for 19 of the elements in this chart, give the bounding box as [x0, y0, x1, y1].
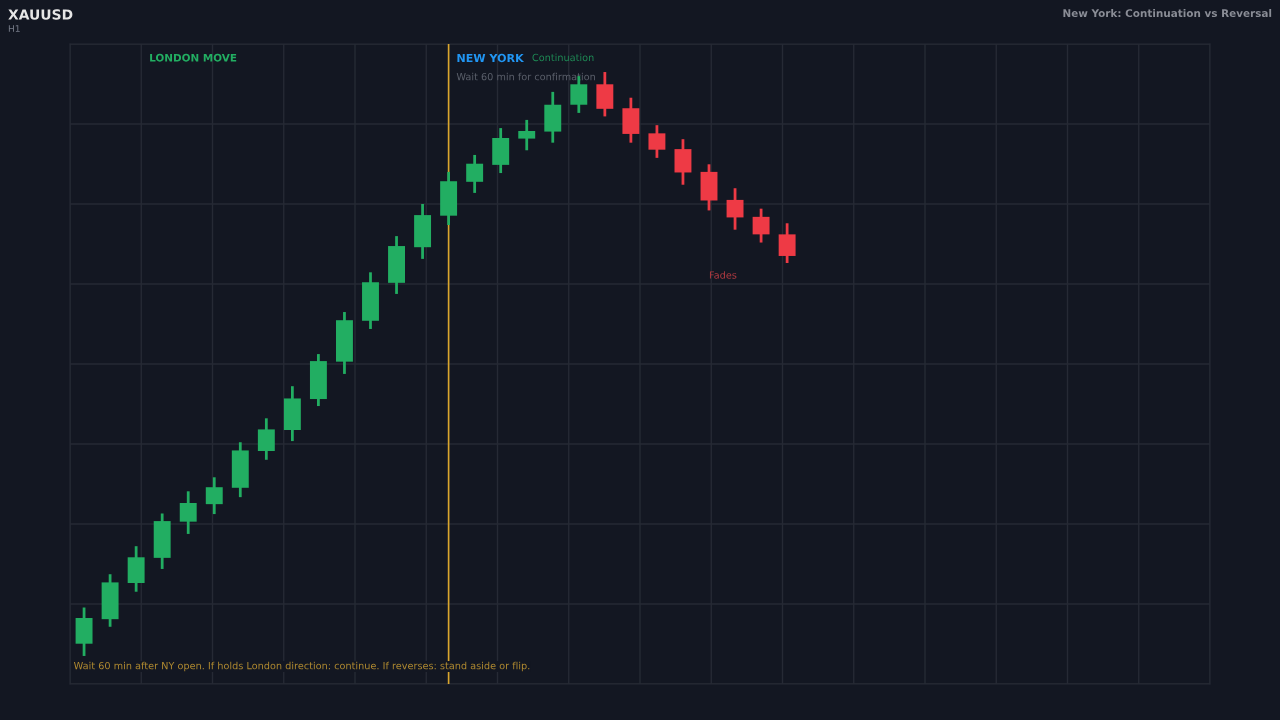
- annotation: Wait 60 min for confirmation: [456, 72, 595, 81]
- candlestick: [257, 416, 275, 462]
- candlestick: [674, 137, 692, 187]
- candlestick: [518, 118, 536, 152]
- text: LONDON MOVE: [150, 53, 237, 62]
- annotation: Fades: [709, 271, 737, 279]
- candlestick: [205, 475, 223, 516]
- candlestick: [726, 186, 744, 232]
- candlestick: [179, 489, 197, 536]
- chart-subtitle: H1: [8, 25, 20, 32]
- candlestick: [466, 153, 484, 195]
- text: NEW YORK: [457, 53, 525, 63]
- candlestick: [752, 207, 770, 244]
- text: New York: Continuation vs Reversal: [1063, 9, 1272, 18]
- text: Continuation: [532, 53, 594, 62]
- candlestick: [648, 123, 666, 160]
- chart-title: XAUUSD: [8, 9, 73, 20]
- candlestick: [778, 221, 796, 265]
- text: Wait 60 min after NY open. If holds London direction: continue. If reverses: stand aside or flip.: [73, 661, 530, 672]
